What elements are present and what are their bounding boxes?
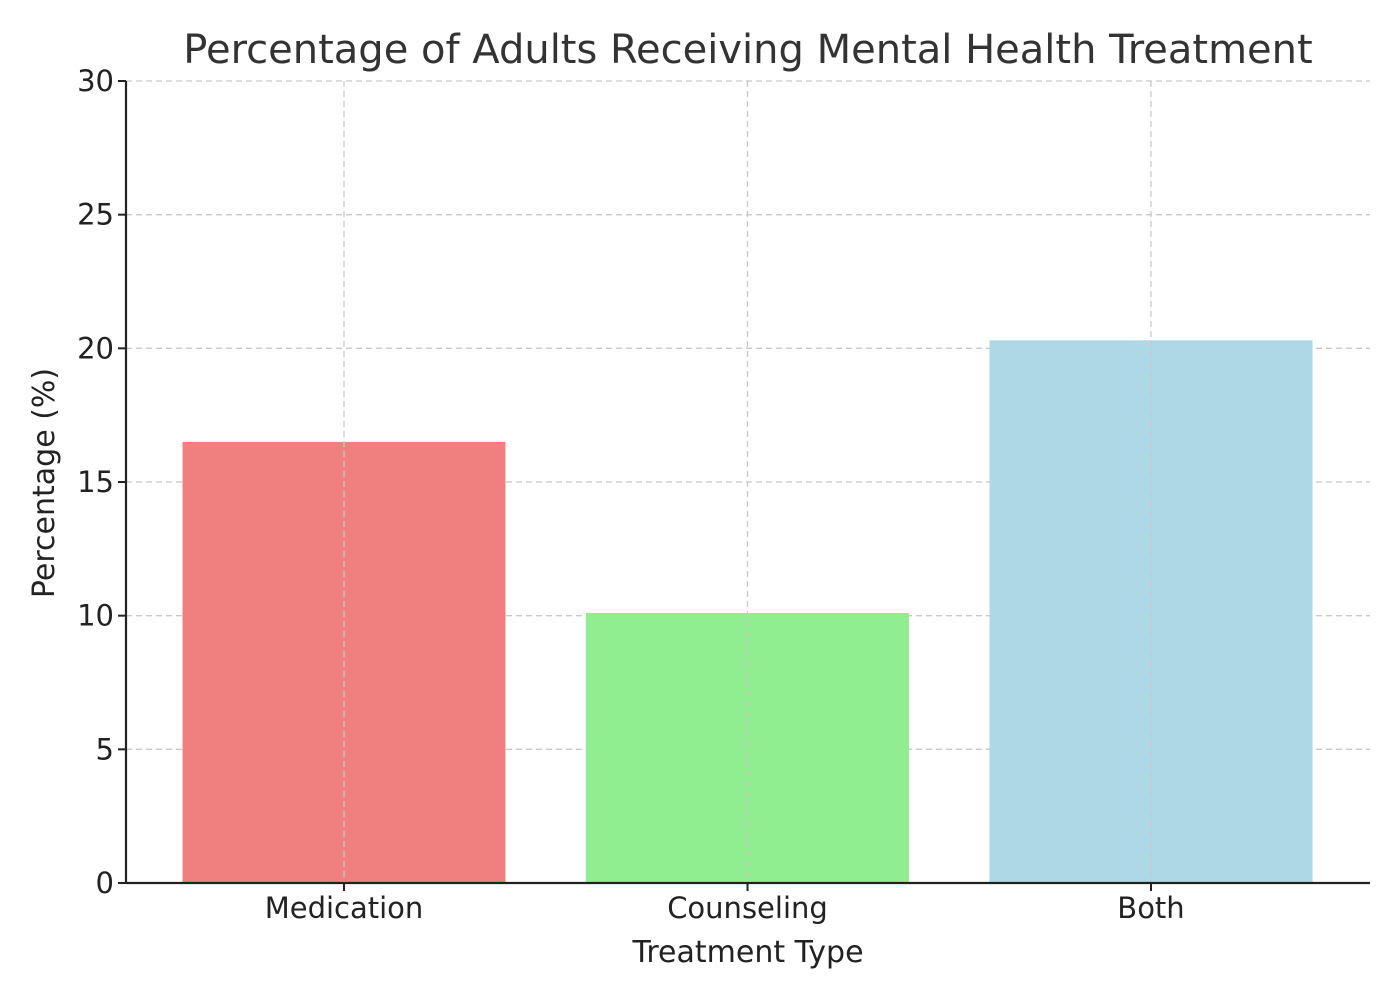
- x-tick-label: Both: [1117, 891, 1184, 925]
- y-tick-label: 25: [77, 198, 114, 232]
- x-tick-label: Medication: [265, 891, 424, 925]
- y-tick-label: 0: [96, 866, 114, 900]
- y-tick-label: 30: [77, 64, 114, 98]
- x-ticks-layer: Medication Counseling Both: [265, 883, 1185, 925]
- x-axis-label: Treatment Type: [631, 935, 863, 970]
- y-tick-label: 20: [77, 331, 114, 365]
- y-axis-label: Percentage (%): [27, 368, 62, 598]
- x-tick-label: Counseling: [667, 891, 828, 925]
- vertical-grid-layer: [343, 81, 1152, 883]
- y-tick-label: 15: [77, 465, 114, 499]
- bar-counseling: [586, 612, 909, 883]
- y-tick-label: 10: [77, 599, 114, 633]
- chart-title: Percentage of Adults Receiving Mental He…: [183, 27, 1312, 73]
- y-tick-label: 5: [96, 732, 114, 766]
- y-ticks-layer: 0 5 10 15 20 25 30: [77, 64, 126, 900]
